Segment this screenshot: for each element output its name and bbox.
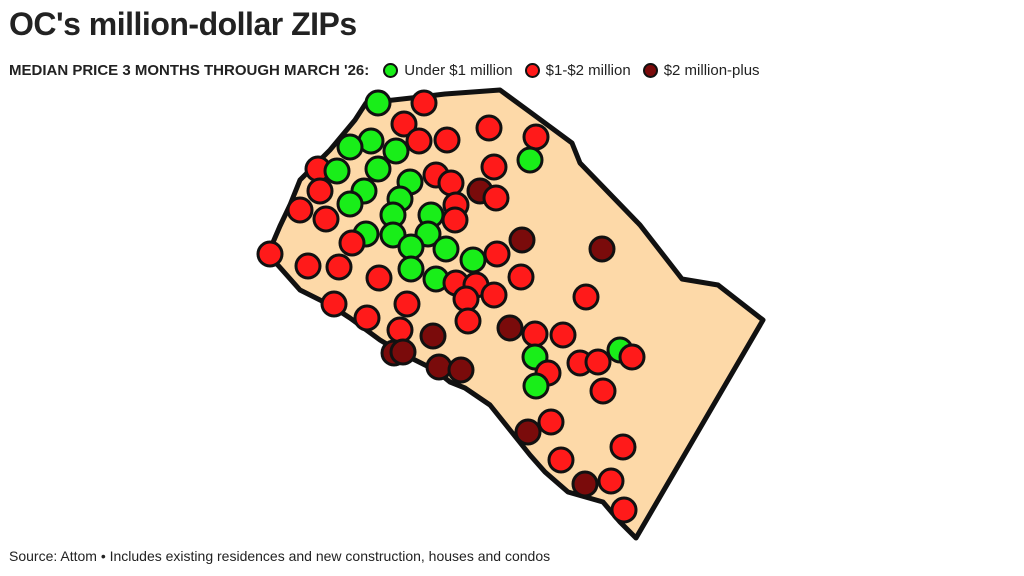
legend-label-plus: $2 million-plus xyxy=(663,61,760,79)
zip-marker-mid[interactable] xyxy=(507,263,535,291)
zip-marker-plus[interactable] xyxy=(419,322,447,350)
zip-marker-under[interactable] xyxy=(364,155,392,183)
legend-label-mid: $1-$2 million xyxy=(545,61,631,79)
legend-swatch-mid xyxy=(524,62,540,78)
zip-marker-mid[interactable] xyxy=(475,114,503,142)
zip-marker-mid[interactable] xyxy=(454,307,482,335)
zip-marker-under[interactable] xyxy=(522,372,550,400)
zip-marker-mid[interactable] xyxy=(549,321,577,349)
source-note: Source: Attom • Includes existing reside… xyxy=(9,548,551,564)
zip-marker-plus[interactable] xyxy=(588,235,616,263)
zip-marker-plus[interactable] xyxy=(496,314,524,342)
zip-marker-mid[interactable] xyxy=(589,377,617,405)
zip-marker-under[interactable] xyxy=(336,133,364,161)
zip-marker-under[interactable] xyxy=(382,137,410,165)
zip-markers xyxy=(256,89,646,524)
zip-marker-under[interactable] xyxy=(397,233,425,261)
legend-swatch-under xyxy=(383,62,399,78)
zip-marker-mid[interactable] xyxy=(609,433,637,461)
zip-marker-plus[interactable] xyxy=(571,470,599,498)
zip-marker-mid[interactable] xyxy=(483,240,511,268)
zip-marker-mid[interactable] xyxy=(584,348,612,376)
zip-marker-mid[interactable] xyxy=(410,89,438,117)
zip-marker-mid[interactable] xyxy=(597,467,625,495)
zip-marker-plus[interactable] xyxy=(447,356,475,384)
zip-marker-mid[interactable] xyxy=(521,320,549,348)
zip-marker-mid[interactable] xyxy=(306,177,334,205)
zip-marker-mid[interactable] xyxy=(405,127,433,155)
zip-marker-mid[interactable] xyxy=(547,446,575,474)
zip-marker-mid[interactable] xyxy=(441,206,469,234)
legend-item-under: Under $1 million xyxy=(383,61,513,79)
zip-marker-mid[interactable] xyxy=(365,264,393,292)
zip-marker-mid[interactable] xyxy=(610,496,638,524)
zip-marker-under[interactable] xyxy=(516,146,544,174)
zip-marker-mid[interactable] xyxy=(482,184,510,212)
zip-marker-mid[interactable] xyxy=(338,229,366,257)
subtitle: MEDIAN PRICE 3 MONTHS THROUGH MARCH '26: xyxy=(9,61,370,79)
zip-marker-under[interactable] xyxy=(323,157,351,185)
zip-marker-mid[interactable] xyxy=(437,169,465,197)
zip-marker-mid[interactable] xyxy=(294,252,322,280)
legend-item-plus: $2 million-plus xyxy=(642,61,760,79)
zip-marker-plus[interactable] xyxy=(389,338,417,366)
zip-marker-mid[interactable] xyxy=(618,343,646,371)
zip-marker-mid[interactable] xyxy=(537,408,565,436)
zip-marker-under[interactable] xyxy=(364,89,392,117)
zip-marker-plus[interactable] xyxy=(514,418,542,446)
zip-marker-mid[interactable] xyxy=(256,240,284,268)
chart-title: OC's million-dollar ZIPs xyxy=(9,6,357,42)
zip-marker-plus[interactable] xyxy=(425,353,453,381)
zip-marker-under[interactable] xyxy=(397,255,425,283)
zip-marker-mid[interactable] xyxy=(572,283,600,311)
zip-marker-mid[interactable] xyxy=(320,290,348,318)
zip-marker-mid[interactable] xyxy=(433,126,461,154)
zip-marker-plus[interactable] xyxy=(508,226,536,254)
zip-marker-mid[interactable] xyxy=(353,304,381,332)
zip-marker-under[interactable] xyxy=(432,235,460,263)
legend-label-under: Under $1 million xyxy=(404,61,513,79)
zip-marker-mid[interactable] xyxy=(480,153,508,181)
zip-marker-mid[interactable] xyxy=(386,316,414,344)
zip-marker-under[interactable] xyxy=(459,246,487,274)
zip-marker-mid[interactable] xyxy=(390,110,418,138)
zip-marker-under[interactable] xyxy=(336,190,364,218)
legend-swatch-plus xyxy=(642,62,658,78)
legend-item-mid: $1-$2 million xyxy=(524,61,631,79)
zip-marker-mid[interactable] xyxy=(286,196,314,224)
zip-marker-mid[interactable] xyxy=(452,285,480,313)
zip-marker-mid[interactable] xyxy=(325,253,353,281)
zip-marker-mid[interactable] xyxy=(393,290,421,318)
zip-marker-mid[interactable] xyxy=(480,281,508,309)
legend: MEDIAN PRICE 3 MONTHS THROUGH MARCH '26:… xyxy=(9,60,772,80)
zip-marker-mid[interactable] xyxy=(522,123,550,151)
zip-marker-mid[interactable] xyxy=(312,205,340,233)
